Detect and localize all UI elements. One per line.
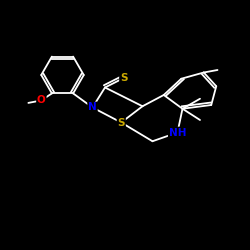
- Text: S: S: [118, 118, 125, 128]
- Text: NH: NH: [169, 128, 186, 138]
- Text: N: N: [88, 102, 97, 113]
- Text: S: S: [120, 73, 128, 83]
- Text: O: O: [37, 96, 46, 106]
